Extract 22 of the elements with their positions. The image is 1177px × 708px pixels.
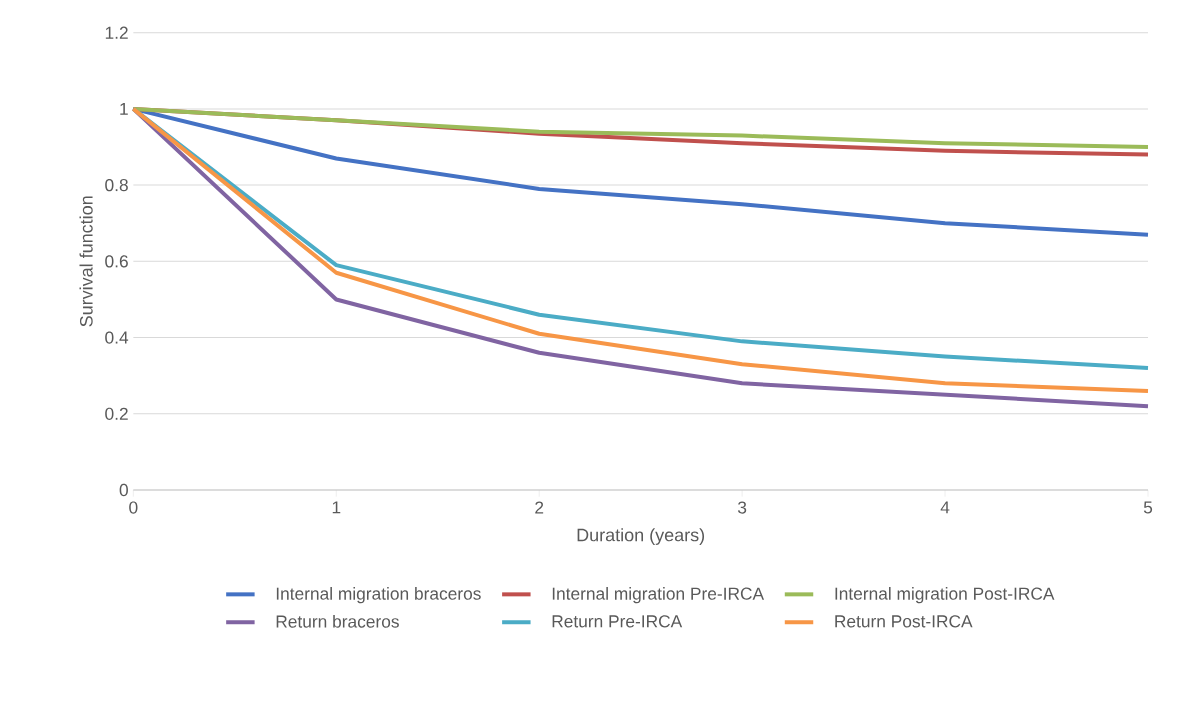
y-tick-label: 0: [119, 483, 128, 497]
y-tick-label: 0.2: [105, 407, 128, 420]
legend-label: Internal migration Pre-IRCA: [552, 587, 765, 604]
x-tick-label: 2: [535, 501, 544, 514]
y-tick-label: 1: [120, 102, 128, 115]
legend-label: Return braceros: [276, 614, 399, 628]
x-tick-label: 3: [737, 501, 747, 514]
line-series: [131, 106, 1151, 149]
x-tick-label: 5: [1143, 501, 1153, 514]
x-tick-label: 0: [129, 501, 138, 514]
y-tick-label: 1.2: [105, 26, 128, 39]
y-axis-title: Survival function: [79, 196, 93, 327]
y-tick-label: 0.4: [105, 331, 129, 344]
y-tick-label: 0.8: [105, 178, 128, 192]
x-tick-label: 1: [332, 501, 341, 514]
legend-label: Internal migration braceros: [276, 587, 481, 604]
legend-label: Internal migration Post-IRCA: [835, 587, 1055, 604]
y-tick-label: 0.6: [105, 255, 128, 268]
x-tick-label: 4: [940, 501, 950, 514]
legend-label: Return Pre-IRCA: [552, 615, 683, 628]
legend-label: Return Post-IRCA: [835, 615, 973, 628]
x-axis-title: Duration (years): [577, 528, 705, 545]
